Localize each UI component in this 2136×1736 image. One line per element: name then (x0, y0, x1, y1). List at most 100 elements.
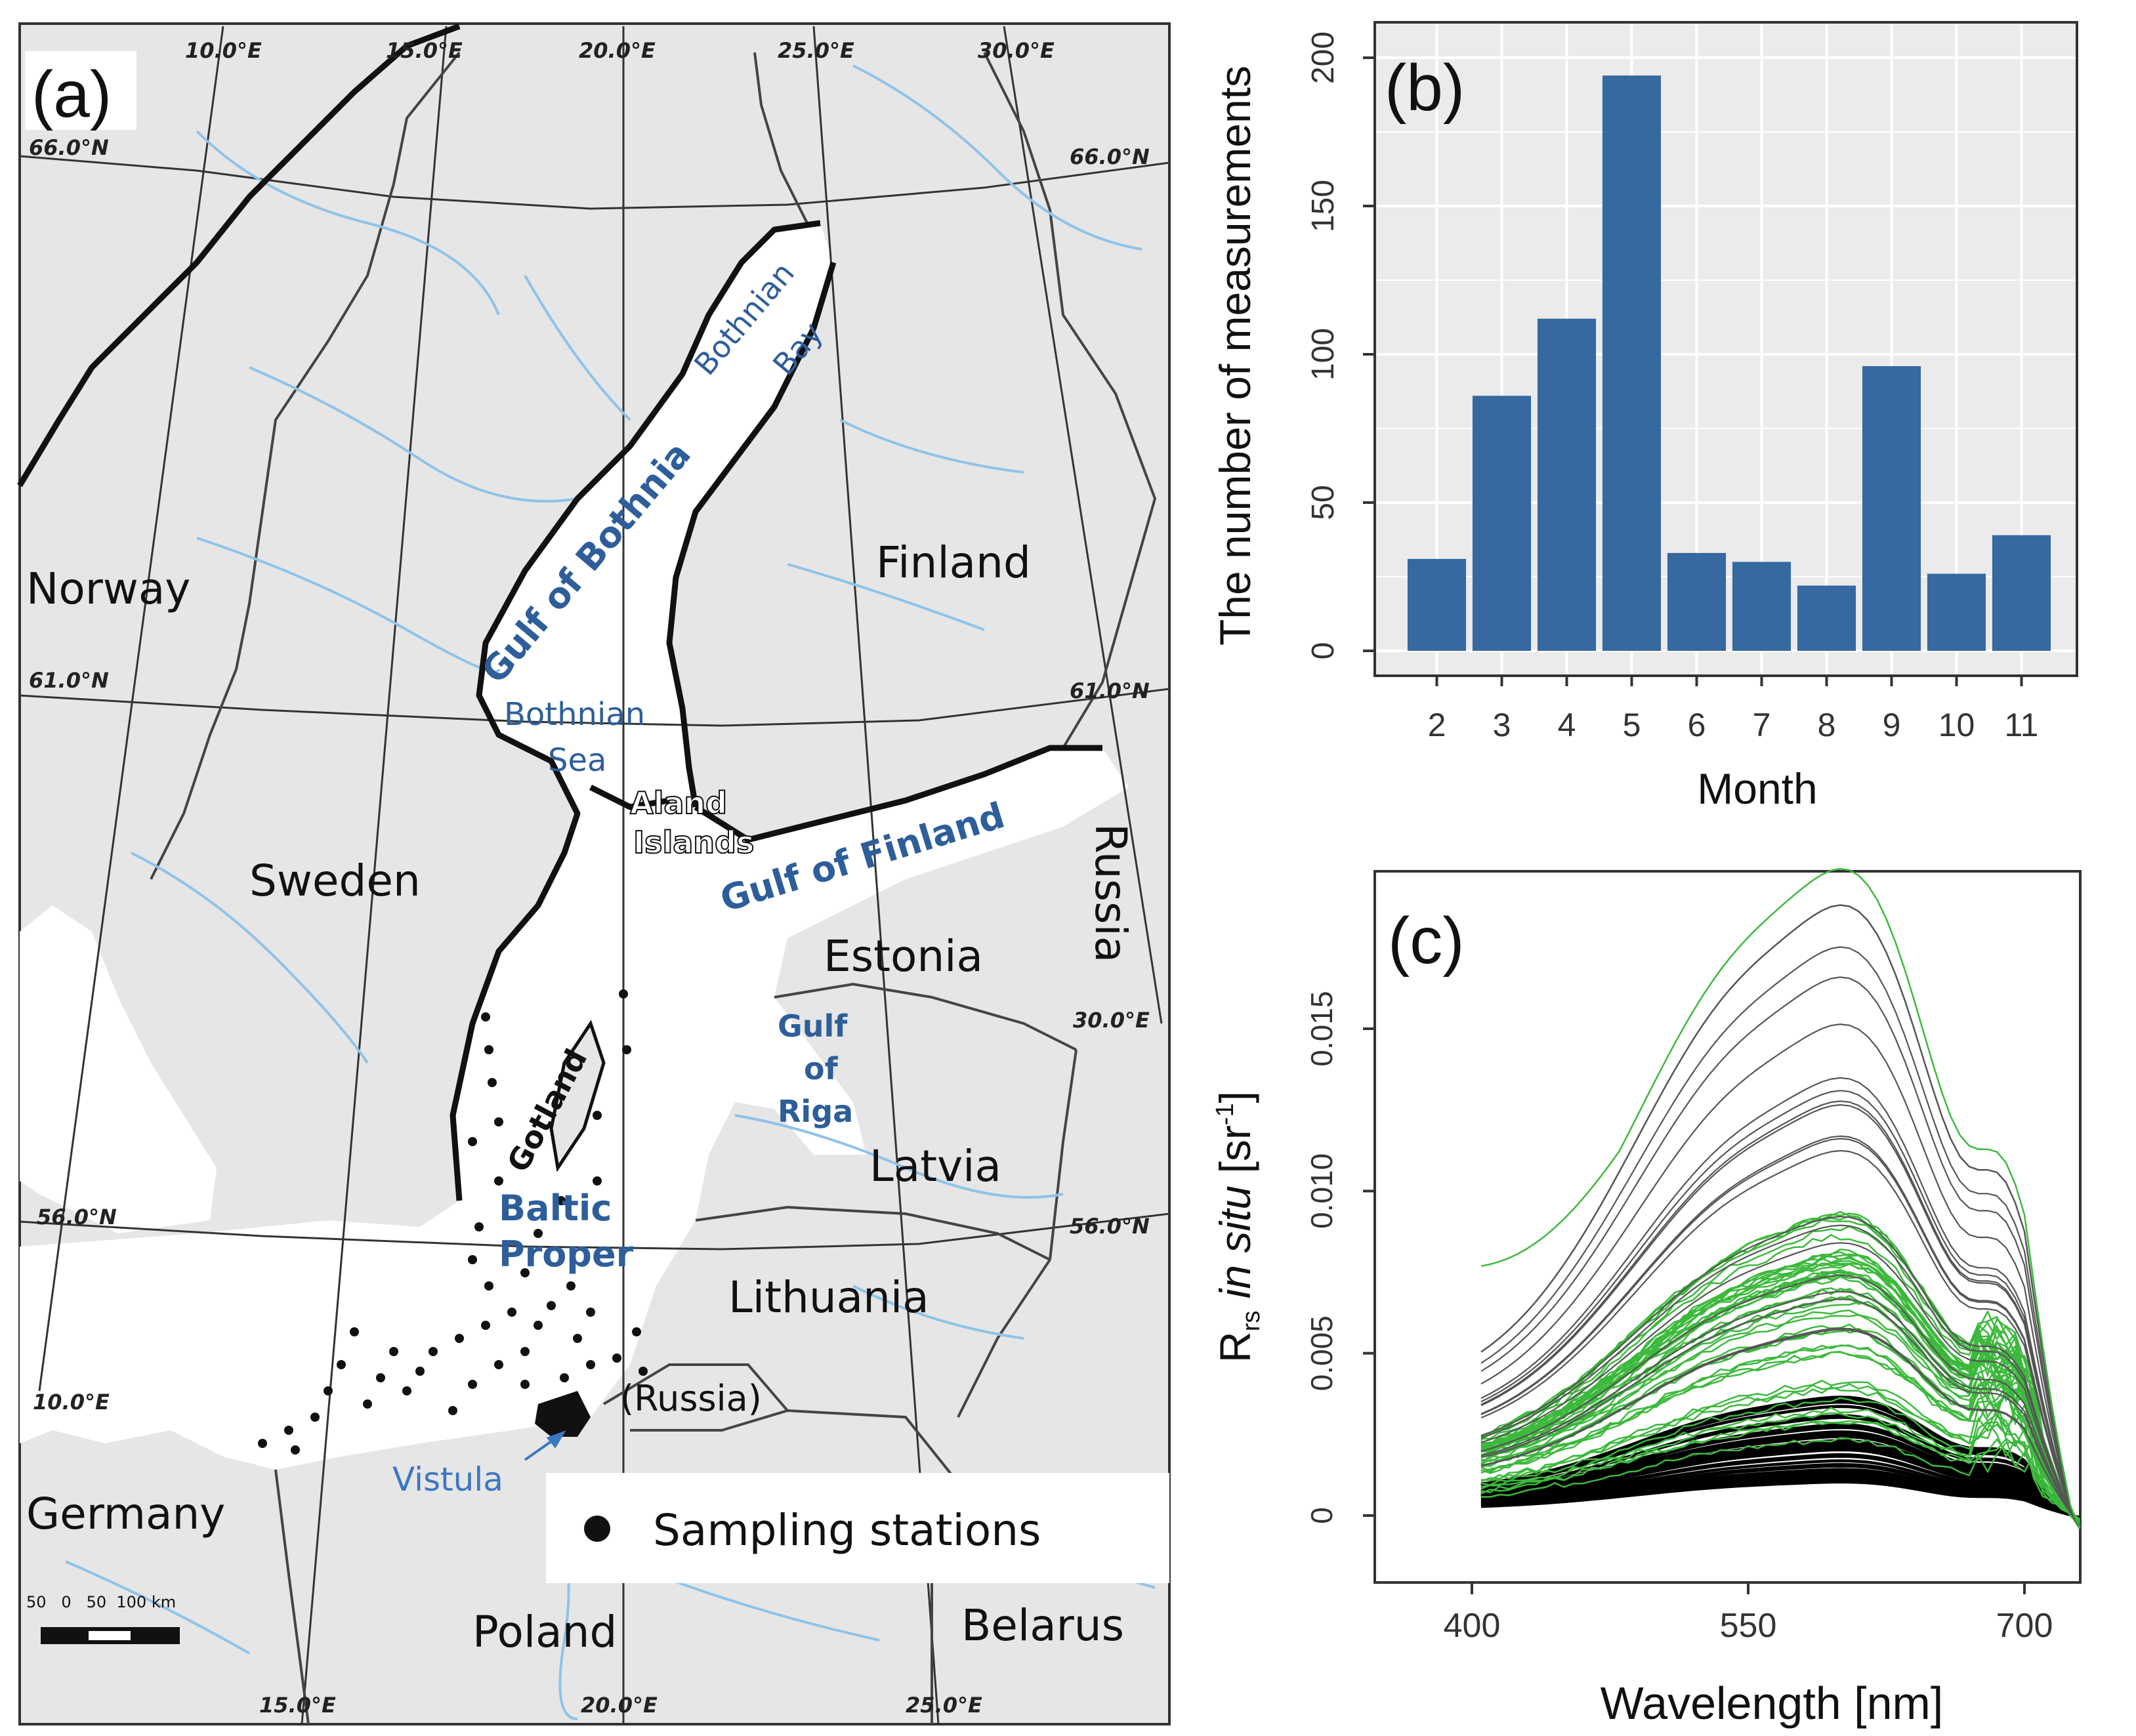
chart-b-frame (1373, 21, 2078, 677)
label-baltic-2: Proper (499, 1233, 634, 1275)
station (488, 1078, 497, 1087)
spectrum-line (1480, 1407, 2081, 1523)
station (415, 1367, 425, 1376)
station-cluster-vistula (535, 1391, 591, 1437)
station (494, 1176, 503, 1186)
spectrum-line (1480, 1262, 2081, 1528)
label-gulf-riga-1: Gulf (778, 1008, 848, 1044)
spectrum-line (1480, 1273, 2081, 1526)
station (284, 1426, 293, 1435)
label-gulf-riga-3: Riga (778, 1094, 853, 1129)
y-tick-label: 0 (1306, 642, 1341, 660)
station (547, 1301, 556, 1310)
graticule-lon-10 (38, 26, 224, 1392)
lon-bottom-15: 15.0°E (259, 1693, 336, 1718)
border-estonia-latvia (774, 982, 1077, 1051)
spectrum-line (1480, 1327, 2081, 1526)
spectrum-line (1480, 976, 2081, 1529)
coastline (17, 23, 1102, 1201)
border-russia-latvia (1049, 1049, 1078, 1260)
graticule-labels: 10.0°E 15.0°E 20.0°E 25.0°E 30.0°E 66.0°… (29, 38, 1150, 1718)
panel-b-label: (b) (1385, 51, 1465, 125)
x-tick-label: 8 (1818, 707, 1836, 743)
label-vistula: Vistula (392, 1460, 503, 1498)
graticule (19, 26, 1170, 1725)
station (291, 1445, 300, 1455)
station (622, 1045, 631, 1054)
country-lithuania: Lithuania (728, 1272, 929, 1323)
spectrum-line (1480, 1090, 2081, 1529)
spectrum-line (1480, 1386, 2081, 1521)
spectrum-line (1480, 1271, 2081, 1529)
coast-finland-south (694, 745, 1102, 843)
bar-month-4 (1537, 318, 1597, 651)
border-germany-poland (274, 1469, 310, 1725)
station (639, 1367, 648, 1376)
chart-c-spectra (1480, 867, 2081, 1529)
station (376, 1373, 385, 1382)
ylabel-end: ] (1211, 1091, 1259, 1103)
sampling-stations (258, 989, 648, 1455)
spectrum-line (1480, 1350, 2080, 1522)
legend-label: Sampling stations (653, 1505, 1041, 1556)
graticule-lon-30 (1003, 26, 1163, 1024)
x-tick-label: 400 (1444, 1607, 1501, 1645)
ylabel-sup: -1 (1211, 1103, 1239, 1125)
country-finland: Finland (876, 537, 1031, 588)
label-bothnian-sea-2: Sea (548, 742, 606, 779)
station (560, 1373, 569, 1382)
river-1 (196, 130, 500, 316)
chart-c-xlabel: Wavelength [nm] (1601, 1678, 1944, 1729)
chart-b-ylabel: The number of measurements (1211, 66, 1259, 646)
station (468, 1380, 477, 1389)
x-tick-label: 550 (1720, 1607, 1777, 1645)
ylabel-sub: rs (1238, 1311, 1265, 1332)
y-tick-label: 200 (1306, 31, 1341, 84)
spectrum-line (1480, 1383, 2081, 1521)
legend-box (546, 1473, 1169, 1583)
spectrum-line (1480, 1472, 2080, 1519)
scale-bar-label: 50 0 50 100 km (26, 1593, 176, 1611)
y-tick-label: 0.015 (1305, 991, 1339, 1066)
spectrum-line (1480, 1477, 2080, 1519)
coast-bothnia-east (666, 261, 837, 808)
bar-month-3 (1472, 396, 1532, 651)
station (520, 1268, 530, 1277)
y-tick-label: 0.010 (1305, 1153, 1339, 1229)
spectrum-line (1480, 1401, 2081, 1523)
y-tick-label: 50 (1306, 485, 1341, 520)
panel-b-bar-chart: 0 50 100 150 200 2 3 4 5 6 7 8 9 10 11 (b) The number… (1211, 21, 2078, 813)
x-tick-label: 9 (1883, 707, 1901, 743)
bar-month-11 (1992, 535, 2051, 651)
chart-b-y-ticks: 0 50 100 150 200 (1306, 31, 1375, 659)
y-tick-label: 0 (1305, 1507, 1339, 1524)
station (324, 1386, 333, 1395)
station (429, 1347, 438, 1356)
station (448, 1406, 457, 1415)
bar-month-10 (1927, 573, 1986, 651)
spectrum-line (1480, 867, 2081, 1529)
bar-month-7 (1732, 562, 1791, 651)
station (310, 1413, 320, 1422)
spectrum-line (1480, 1274, 2081, 1529)
station (586, 1308, 595, 1317)
vistula-arrow (524, 1430, 566, 1461)
map-legend: Sampling stations (546, 1473, 1169, 1583)
y-tick-label: 150 (1306, 180, 1341, 232)
river-3 (196, 537, 500, 673)
spectrum-line (1480, 1135, 2081, 1529)
lon-top-20: 20.0°E (579, 38, 656, 63)
x-tick-label: 2 (1428, 707, 1446, 743)
country-belarus: Belarus (961, 1600, 1124, 1651)
chart-b-x-ticks: 2 3 4 5 6 7 8 9 10 11 (1428, 676, 2038, 743)
spectrum-line (1480, 1327, 2081, 1524)
legend-station-symbol (584, 1516, 610, 1542)
spectrum-line (1480, 1100, 2081, 1529)
station (468, 1255, 477, 1264)
lon-top-25: 25.0°E (778, 38, 854, 63)
station (402, 1386, 411, 1395)
river-14 (656, 1573, 880, 1642)
ylabel-prefix: R (1211, 1331, 1259, 1363)
river-10 (852, 1285, 1024, 1340)
country-estonia: Estonia (824, 931, 983, 982)
